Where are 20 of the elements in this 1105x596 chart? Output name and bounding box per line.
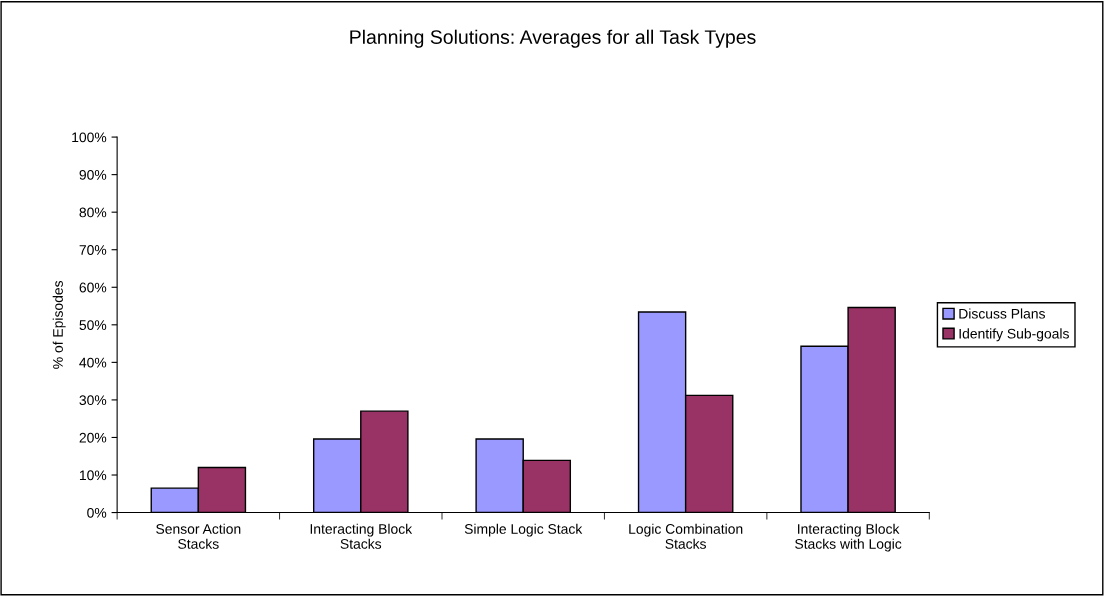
legend-label: Discuss Plans [959,308,1045,319]
y-tick-label: 80% [79,207,107,218]
x-tick-label: Logic Combination Stacks [629,523,743,549]
y-tick-label: 40% [79,357,107,368]
y-axis-title: % of Episodes [52,280,66,369]
legend-label: Identify Sub-goals [959,328,1069,342]
chart-title: Planning Solutions: Averages for all Task Types [350,29,756,48]
x-tick-label: Interacting Block Stacks [310,523,413,549]
y-tick-label: 10% [79,470,107,481]
y-tick-label: 70% [79,245,107,255]
y-tick-label: 60% [79,282,107,293]
y-tick-label: 90% [79,169,107,180]
y-tick-label: 0% [87,507,107,518]
x-tick-label: Simple Logic Stack [464,523,583,537]
y-tick-label: 20% [79,432,107,443]
x-tick-label: Interacting Block Stacks with Logic [795,523,902,552]
y-tick-label: 100% [72,132,107,143]
y-tick-label: 50% [79,320,107,330]
y-tick-label: 30% [79,395,107,406]
x-tick-label: Sensor Action Stacks [156,523,241,549]
